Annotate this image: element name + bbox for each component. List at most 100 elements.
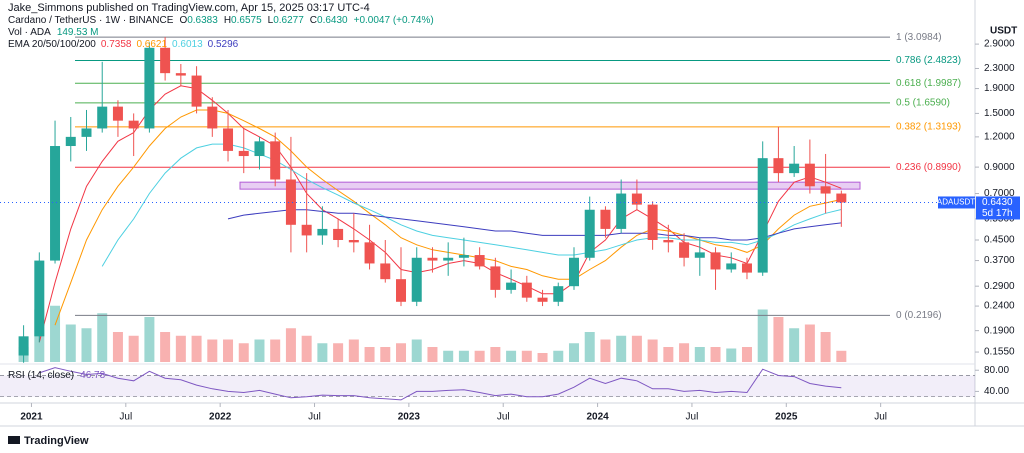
volume-bar: [333, 343, 344, 362]
candle-body: [710, 252, 721, 270]
ohlc-item: 0.6277: [273, 15, 304, 26]
candle-body: [34, 260, 45, 337]
symbol-label: ADAUSDT: [937, 198, 975, 207]
candle-body: [191, 75, 202, 107]
x-tick-label: Jul: [497, 412, 510, 423]
candle-body: [18, 336, 29, 356]
candle-body: [537, 297, 548, 302]
volume-bar: [458, 350, 469, 362]
volume-bar: [144, 317, 155, 362]
volume-name: Vol · ADA: [8, 27, 51, 38]
candle-body: [207, 106, 218, 129]
symbol-title: Cardano / TetherUS · 1W · BINANCE: [8, 15, 174, 26]
volume-bar: [238, 343, 249, 362]
candle-body: [270, 141, 281, 180]
fib-label: 0 (0.2196): [896, 310, 942, 321]
volume-bar: [65, 324, 76, 362]
fib-label: 1 (3.0984): [896, 32, 942, 43]
volume-bar: [223, 339, 234, 362]
x-tick-label: Jul: [308, 412, 321, 423]
volume-bar: [191, 335, 202, 362]
candle-body: [631, 193, 642, 205]
volume-bar: [506, 350, 517, 362]
candle-body: [364, 242, 375, 264]
x-tick-label: 2023: [398, 412, 421, 423]
candle-body: [741, 263, 752, 273]
volume-bar: [836, 350, 847, 362]
candle-body: [175, 73, 186, 76]
fib-label: 0.236 (0.8990): [896, 162, 961, 173]
volume-bar: [820, 332, 831, 362]
volume-bar: [317, 343, 328, 362]
candle-body: [285, 179, 296, 225]
ohlc-item: H: [224, 15, 231, 26]
price-tag: [976, 196, 1020, 220]
candle-body: [443, 257, 454, 261]
candle-body: [458, 255, 469, 258]
candle-body: [348, 239, 359, 243]
volume-bar: [584, 332, 595, 362]
candle-body: [804, 163, 815, 187]
candle-body: [427, 257, 438, 261]
y-tick-label: 0.1900: [984, 325, 1015, 336]
volume-bar: [112, 332, 123, 362]
fib-label: 0.382 (1.3193): [896, 122, 961, 133]
candle-body: [238, 150, 249, 157]
x-tick-label: 2021: [20, 412, 43, 423]
ohlc-item: +0.0047 (+0.74%): [354, 15, 434, 26]
y-tick-label: 0.7000: [984, 188, 1015, 199]
volume-bar: [679, 343, 690, 362]
ema-line: [38, 85, 842, 343]
resistance-zone: [239, 181, 861, 190]
y-tick-label: 0.4500: [984, 235, 1015, 246]
candle-body: [301, 224, 312, 236]
volume-bar: [427, 347, 438, 362]
volume-bar: [207, 339, 218, 362]
candle-body: [317, 228, 328, 236]
candle-body: [836, 193, 847, 203]
volume-bar: [568, 343, 579, 362]
candle-body: [411, 257, 422, 302]
volume-bar: [396, 343, 407, 362]
ohlc-item: O: [179, 15, 187, 26]
volume-bar: [50, 305, 61, 362]
candle-body: [65, 136, 76, 147]
candle-body: [223, 128, 234, 151]
candle-body: [820, 186, 831, 194]
volume-bar: [726, 348, 737, 362]
candle-body: [663, 239, 674, 243]
volume-bar: [553, 350, 564, 362]
volume-bar: [647, 339, 658, 362]
x-tick-label: 2022: [209, 412, 232, 423]
volume-bar: [270, 339, 281, 362]
y-tick-label: 1.9000: [984, 83, 1015, 94]
candle-body: [694, 252, 705, 258]
candle-body: [789, 163, 800, 174]
candle-body: [679, 242, 690, 258]
volume-bar: [285, 328, 296, 362]
candle-body: [616, 193, 627, 229]
volume-bar: [411, 339, 422, 362]
brand-name: TradingView: [24, 435, 89, 447]
candle-body: [254, 141, 265, 157]
candle-body: [396, 279, 407, 302]
brand-logo: TradingView: [8, 435, 89, 447]
ema-value: 0.5296: [208, 39, 239, 50]
candle-body: [144, 47, 155, 129]
candle-body: [568, 257, 579, 287]
countdown: 5d 17h: [982, 208, 1013, 219]
y-tick-label: 0.3700: [984, 255, 1015, 266]
candle-body: [490, 266, 501, 290]
symbol-legend: Cardano / TetherUS · 1W · BINANCE O0.6383…: [8, 15, 434, 26]
volume-bar: [254, 339, 265, 362]
y-tick-label: 0.1550: [984, 347, 1015, 358]
publisher: Jake_Simmons published on TradingView.co…: [8, 2, 370, 14]
volume-bar: [521, 350, 532, 362]
x-tick-label: 2024: [586, 412, 609, 423]
candle-body: [506, 282, 517, 290]
rsi-tick-label: 40.00: [984, 386, 1009, 397]
fib-label: 0.5 (1.6590): [896, 97, 950, 108]
candle-body: [128, 120, 139, 129]
